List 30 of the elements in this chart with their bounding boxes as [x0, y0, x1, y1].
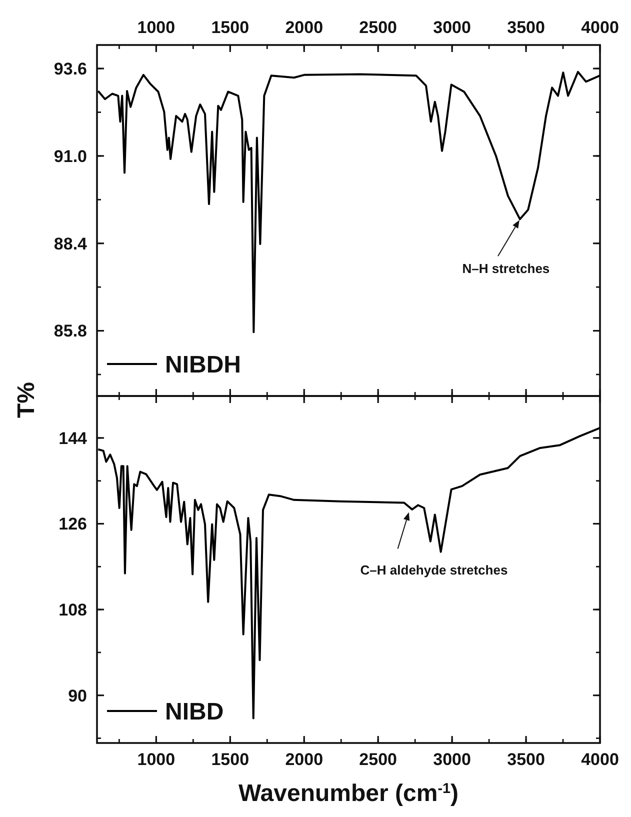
y-tick-label: 126 [58, 514, 87, 534]
x2-tick-label: 1500 [211, 18, 250, 37]
x2-tick-label: 2000 [285, 18, 324, 37]
x-tick-label: 2000 [285, 750, 324, 769]
y-tick-label: 88.4 [54, 234, 88, 254]
x-tick-label: 1000 [137, 750, 176, 769]
annotation: N–H stretches [462, 261, 550, 276]
y-tick-label: 108 [58, 600, 87, 620]
y-axis-title: T% [13, 382, 40, 418]
x2-tick-label: 3500 [507, 18, 545, 37]
y-tick-label: 85.8 [54, 322, 87, 341]
legend-label: NIBD [165, 698, 224, 726]
x-tick-label: 1500 [211, 750, 250, 769]
line-series [97, 426, 600, 720]
x2-tick-label: 4000 [581, 18, 619, 37]
x2-tick-label: 3000 [433, 18, 471, 37]
x-tick-label: 3000 [433, 750, 471, 769]
y-tick-label: 144 [58, 428, 88, 448]
x-axis-title: Wavenumber (cm$^{-1}$) [238, 780, 458, 807]
x2-tick-label: 1000 [137, 18, 176, 37]
y-tick-label: 90 [68, 686, 87, 706]
x-tick-label: 2500 [359, 750, 397, 769]
x-tick-label: 4000 [581, 750, 619, 769]
legend-label: NIBDH [165, 352, 241, 379]
y-tick-label: 91.0 [54, 146, 87, 166]
x-tick-label: 3500 [507, 750, 545, 769]
y-tick-label: 93.6 [54, 59, 87, 78]
x2-tick-label: 2500 [359, 18, 397, 37]
line-series [97, 70, 600, 334]
annotation: C–H aldehyde stretches [360, 562, 508, 578]
